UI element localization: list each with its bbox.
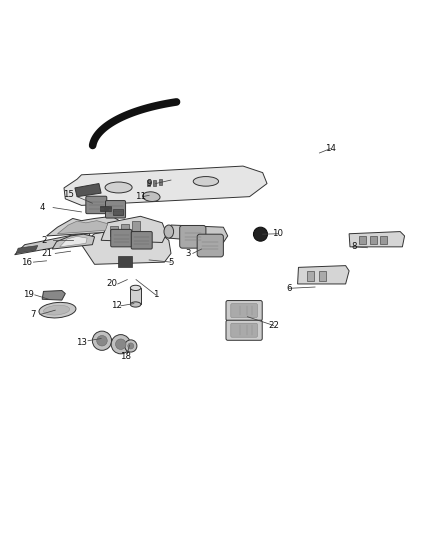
Polygon shape [75,183,101,197]
Circle shape [97,335,107,346]
Circle shape [92,331,112,350]
Circle shape [254,227,268,241]
Text: 3: 3 [186,249,191,258]
Text: 6: 6 [286,284,292,293]
Bar [132,221,140,231]
Polygon shape [349,231,405,247]
Polygon shape [64,166,267,205]
FancyBboxPatch shape [86,196,107,214]
FancyBboxPatch shape [197,234,223,257]
Circle shape [116,339,126,350]
Ellipse shape [164,225,173,238]
Text: 8: 8 [352,243,357,252]
Text: 18: 18 [120,351,131,360]
Text: 12: 12 [111,301,122,310]
Text: 22: 22 [268,321,279,330]
Polygon shape [297,265,349,284]
Text: 15: 15 [63,190,74,199]
Ellipse shape [39,302,76,318]
Polygon shape [57,221,108,234]
Text: 4: 4 [39,203,45,212]
Bar [100,206,111,212]
Text: 2: 2 [42,236,47,245]
Text: 20: 20 [106,279,117,288]
Bar [159,179,162,185]
FancyBboxPatch shape [226,320,262,340]
Text: 21: 21 [41,249,52,258]
FancyBboxPatch shape [231,304,258,318]
Ellipse shape [105,182,132,193]
Bar [113,209,123,215]
Bar [370,236,377,244]
Circle shape [111,335,131,354]
Bar [147,180,150,185]
Polygon shape [42,290,65,300]
Bar [121,224,129,233]
Polygon shape [46,216,123,236]
FancyBboxPatch shape [231,323,258,337]
FancyBboxPatch shape [131,231,152,249]
FancyBboxPatch shape [180,225,206,248]
Bar [118,256,132,266]
Bar [152,180,156,185]
Polygon shape [81,227,171,264]
Bar [110,227,118,236]
Bar [319,271,326,281]
Ellipse shape [143,192,160,201]
Text: 16: 16 [21,257,32,266]
FancyBboxPatch shape [111,229,132,247]
Text: 11: 11 [135,192,146,201]
Ellipse shape [131,285,141,290]
FancyBboxPatch shape [106,200,126,218]
FancyBboxPatch shape [226,301,262,321]
Ellipse shape [43,305,70,315]
Text: 13: 13 [76,338,87,348]
Circle shape [128,343,134,349]
Text: 9: 9 [146,179,152,188]
Polygon shape [169,225,228,243]
Bar [131,288,141,304]
Text: 7: 7 [31,310,36,319]
Text: 5: 5 [168,257,174,266]
Polygon shape [14,231,90,255]
Polygon shape [52,234,95,249]
Text: 10: 10 [272,229,283,238]
Ellipse shape [131,302,141,307]
Polygon shape [60,236,87,247]
Bar [380,236,387,244]
Polygon shape [101,216,166,243]
Bar [307,271,314,281]
Ellipse shape [193,176,219,186]
Text: 14: 14 [325,144,336,153]
Text: 19: 19 [23,290,34,300]
Bar [359,236,366,244]
Text: 1: 1 [153,290,159,300]
Circle shape [125,340,137,352]
Polygon shape [16,246,38,253]
